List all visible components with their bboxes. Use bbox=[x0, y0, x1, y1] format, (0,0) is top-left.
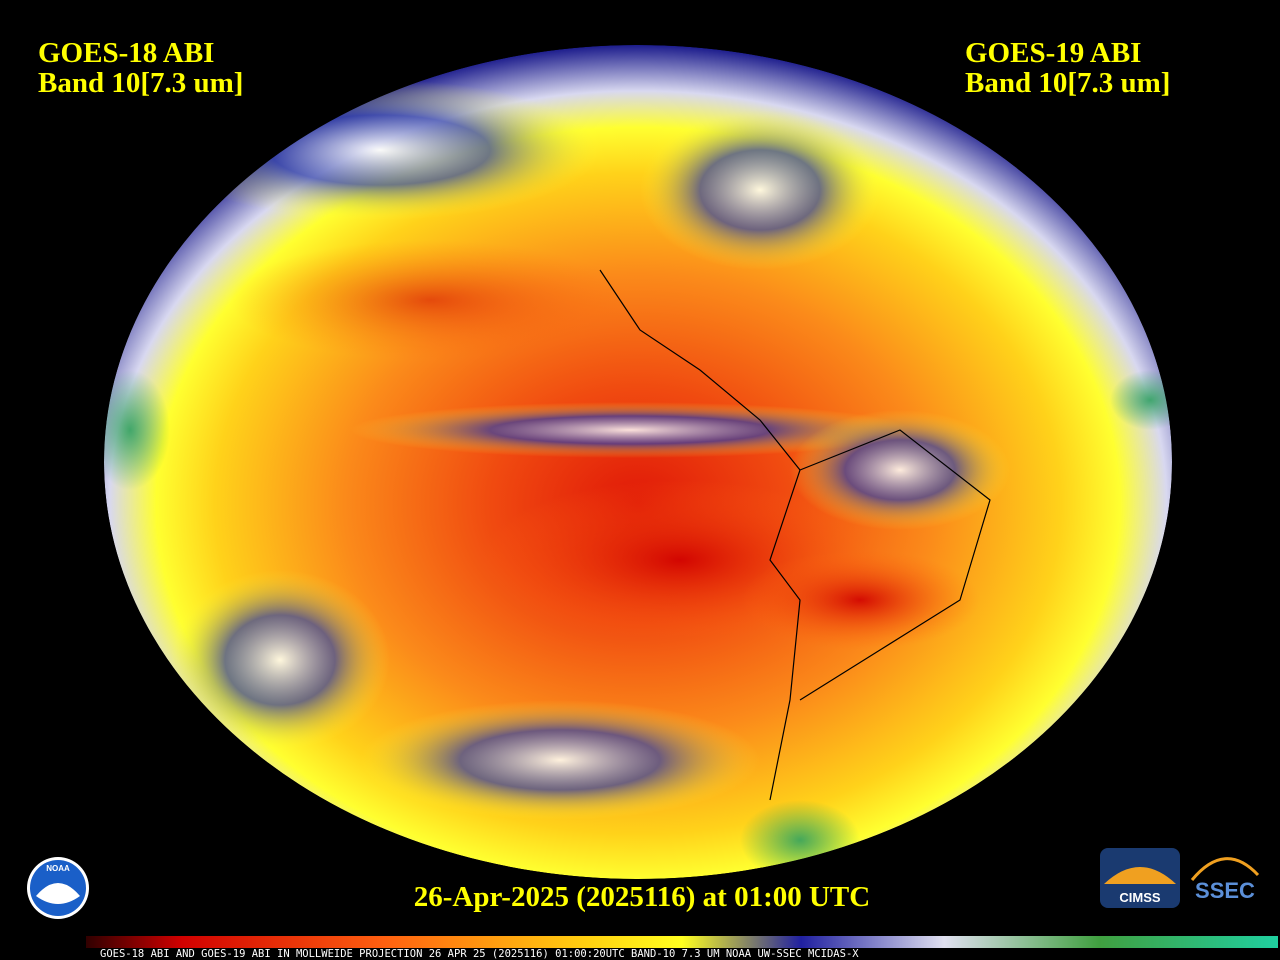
right-band: Band 10[7.3 um] bbox=[965, 67, 1170, 99]
noaa-logo: NOAA bbox=[27, 857, 89, 919]
globe-image bbox=[104, 45, 1172, 879]
right-satellite: GOES-19 ABI bbox=[965, 37, 1141, 69]
ssec-logo: SSEC bbox=[1190, 857, 1260, 903]
cimss-label: CIMSS bbox=[1119, 890, 1161, 905]
timestamp: 26-Apr-2025 (2025116) at 01:00 UTC bbox=[414, 881, 870, 913]
cimss-logo: CIMSS bbox=[1100, 848, 1180, 908]
colorbar-caption: GOES-18 ABI AND GOES-19 ABI IN MOLLWEIDE… bbox=[100, 948, 859, 960]
colorbar bbox=[86, 936, 1278, 948]
left-satellite: GOES-18 ABI bbox=[38, 37, 214, 69]
ssec-label: SSEC bbox=[1195, 878, 1255, 903]
noaa-label: NOAA bbox=[46, 864, 70, 873]
left-band: Band 10[7.3 um] bbox=[38, 67, 243, 99]
